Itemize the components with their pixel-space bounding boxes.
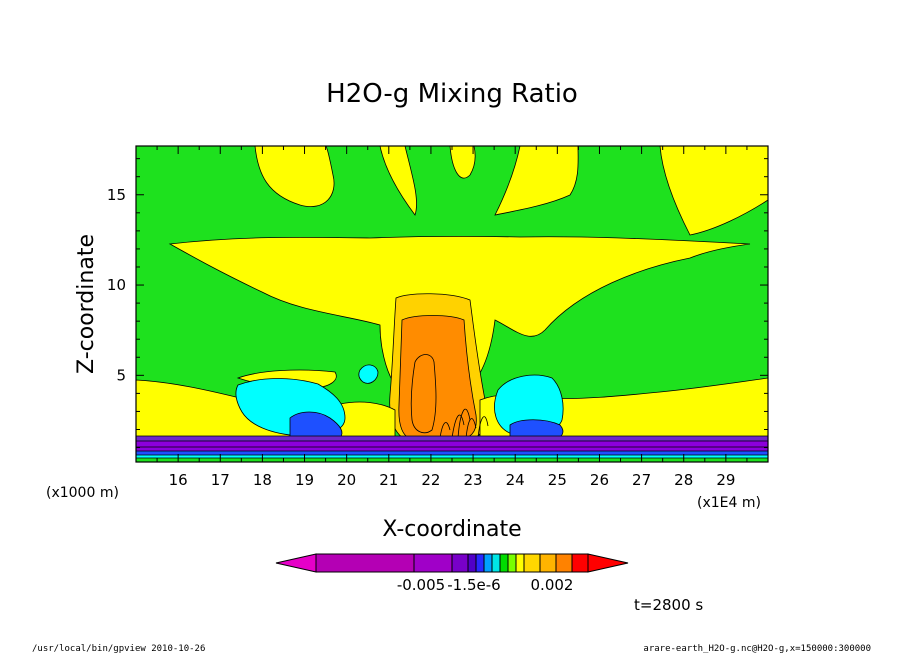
x-tick-label: 27 (632, 471, 651, 489)
colorbar-segment (483, 553, 493, 573)
colorbar-segment (571, 553, 589, 573)
x-tick-label: 17 (211, 471, 230, 489)
x-tick-label: 20 (337, 471, 356, 489)
upper-plume-right (494, 146, 579, 216)
upper-plume-mid-right (449, 146, 476, 179)
x-tick-label: 26 (590, 471, 609, 489)
colorbar-label: 0.002 (531, 576, 574, 594)
colorbar-segment (515, 553, 525, 573)
colorbar (275, 553, 629, 573)
band-blue (136, 451, 768, 455)
x-tick-label: 25 (548, 471, 567, 489)
colorbar-segment (467, 553, 477, 573)
footer-left: /usr/local/bin/gpview 2010-10-26 (32, 644, 205, 654)
y-axis-label: Z-coordinate (74, 234, 99, 374)
cyan-right (494, 374, 564, 435)
chart-title: H2O-g Mixing Ratio (326, 79, 578, 109)
turbulence-lines (439, 408, 489, 439)
x-tick-label: 19 (295, 471, 314, 489)
cyan-small (358, 364, 379, 384)
colorbar-left-extend (275, 553, 317, 573)
x-ticks: 16 17 18 19 20 21 22 23 24 25 26 27 28 29 (135, 146, 769, 489)
colorbar-segment (491, 553, 501, 573)
band-violet (136, 436, 768, 441)
colorbar-segment (451, 553, 469, 573)
x-tick-label: 23 (464, 471, 483, 489)
band-purple (136, 441, 768, 451)
x-tick-label: 22 (421, 471, 440, 489)
x-tick-label: 28 (674, 471, 693, 489)
colorbar-labels: -0.005 -1.5e-6 0.002 (397, 576, 574, 594)
x-tick-label: 18 (253, 471, 272, 489)
colorbar-segment (539, 553, 557, 573)
colorbar-segment (499, 553, 509, 573)
x-tick-label: 29 (716, 471, 735, 489)
footer-right: arare-earth_H2O-g.nc@H2O-g,x=150000:3000… (643, 644, 871, 654)
y-tick-label: 15 (107, 186, 126, 204)
core-orange (398, 315, 477, 442)
colorbar-segment (523, 553, 541, 573)
upper-plume-left (254, 146, 335, 207)
band-cyan (136, 455, 768, 458)
core-inner-line (410, 354, 437, 434)
colorbar-label: -0.005 (397, 576, 445, 594)
x-tick-label: 16 (169, 471, 188, 489)
y-tick-label: 5 (116, 366, 126, 384)
colorbar-segment (475, 553, 485, 573)
colorbar-right-extend (587, 553, 629, 573)
x-axis-unit: (x1E4 m) (697, 495, 761, 511)
y-axis-unit: (x1000 m) (46, 485, 119, 501)
colorbar-segment (315, 553, 415, 573)
colorbar-segment (555, 553, 573, 573)
colorbar-segment (507, 553, 517, 573)
colorbar-segment (413, 553, 453, 573)
x-axis-label: X-coordinate (382, 517, 521, 542)
contour-field (136, 146, 768, 462)
upper-plume-mid-left (379, 146, 417, 216)
upper-plume-far-right (659, 146, 768, 236)
y-ticks: 5 10 15 (107, 158, 768, 449)
time-label: t=2800 s (634, 596, 703, 614)
x-tick-label: 21 (379, 471, 398, 489)
y-tick-label: 10 (107, 276, 126, 294)
colorbar-label: -1.5e-6 (447, 576, 500, 594)
x-tick-label: 24 (506, 471, 525, 489)
